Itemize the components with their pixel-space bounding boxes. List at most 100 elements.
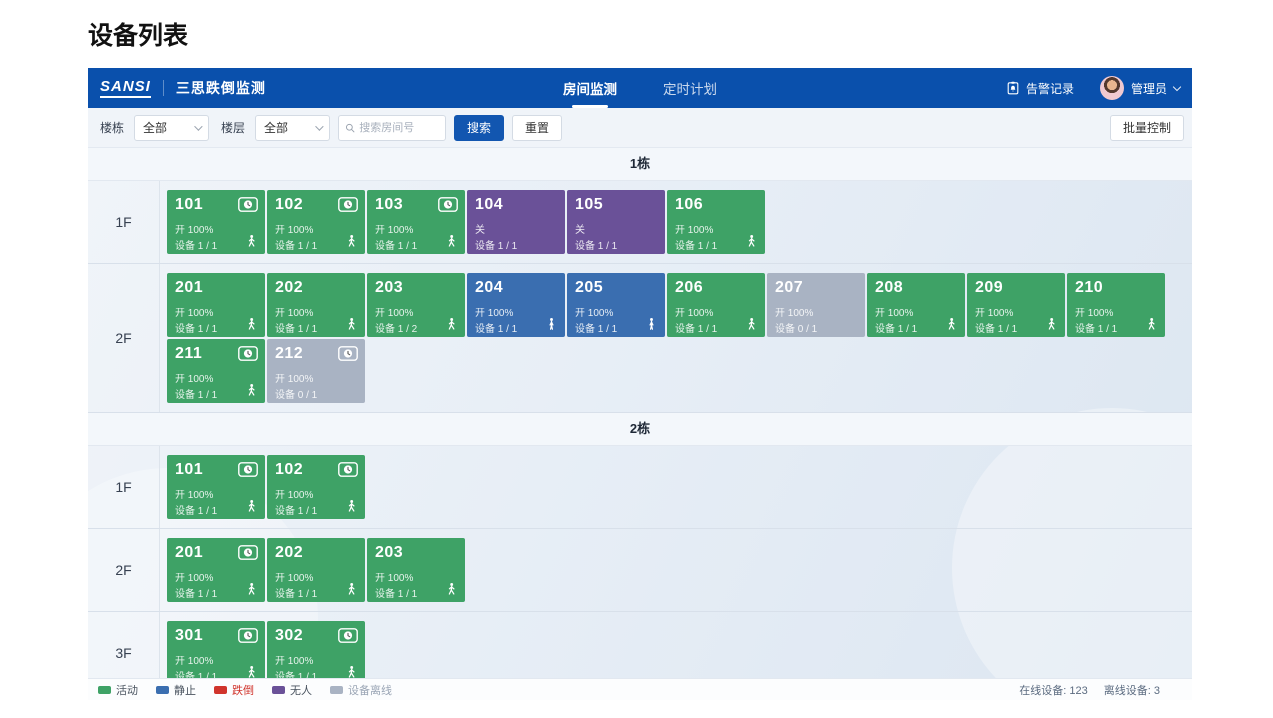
user-name: 管理员 xyxy=(1130,81,1167,96)
room-card-302[interactable]: 302 开 100% 设备 1 / 1 xyxy=(267,621,365,678)
room-card-203[interactable]: 203 开 100% 设备 1 / 2 xyxy=(367,273,465,337)
room-power-status: 开 100% xyxy=(675,308,714,319)
room-number: 103 xyxy=(375,196,404,213)
search-icon xyxy=(346,123,355,132)
room-power-status: 开 100% xyxy=(175,308,214,319)
brand: SANSI 三思跌倒监测 xyxy=(100,78,266,98)
room-card-102[interactable]: 102 开 100% 设备 1 / 1 xyxy=(267,455,365,519)
room-card-201[interactable]: 201 开 100% 设备 1 / 1 xyxy=(167,538,265,602)
timer-badge-icon xyxy=(338,197,358,212)
room-device-count: 设备 1 / 1 xyxy=(175,390,218,401)
online-devices-count: 在线设备: 123 xyxy=(1019,684,1088,697)
room-power-status: 开 100% xyxy=(375,225,414,236)
walking-person-icon xyxy=(248,384,255,396)
room-power-status: 开 100% xyxy=(275,656,314,667)
room-card-103[interactable]: 103 开 100% 设备 1 / 1 xyxy=(367,190,465,254)
legend-swatch xyxy=(98,685,111,694)
walking-person-icon xyxy=(348,318,355,330)
timer-badge-icon xyxy=(238,462,258,477)
chevron-down-icon xyxy=(1172,82,1182,91)
room-card-102[interactable]: 102 开 100% 设备 1 / 1 xyxy=(267,190,365,254)
room-card-201[interactable]: 201 开 100% 设备 1 / 1 xyxy=(167,273,265,337)
room-card-101[interactable]: 101 开 100% 设备 1 / 1 xyxy=(167,190,265,254)
walking-person-icon xyxy=(948,318,955,330)
search-input[interactable] xyxy=(359,121,440,134)
room-number: 102 xyxy=(275,461,304,478)
reset-button[interactable]: 重置 xyxy=(512,114,563,141)
timer-badge-icon xyxy=(438,197,458,212)
room-card-202[interactable]: 202 开 100% 设备 1 / 1 xyxy=(267,538,365,602)
room-card-101[interactable]: 101 开 100% 设备 1 / 1 xyxy=(167,455,265,519)
timer-badge-icon xyxy=(238,346,258,361)
status-legend: 活动 静止 跌倒 无人 设备离线 xyxy=(98,682,392,698)
floor-label: 2F xyxy=(88,529,160,611)
walking-person-icon xyxy=(1048,318,1055,330)
room-power-status: 开 100% xyxy=(375,308,414,319)
floor-filter-label: 楼层 xyxy=(221,121,246,135)
room-number: 210 xyxy=(1075,279,1104,296)
room-card-207[interactable]: 207 开 100% 设备 0 / 1 xyxy=(767,273,865,337)
room-card-205[interactable]: 205 开 100% 设备 1 / 1 xyxy=(567,273,665,337)
floor-label: 1F xyxy=(88,446,160,528)
room-device-count: 设备 1 / 1 xyxy=(475,241,518,252)
tab-schedule-plan[interactable]: 定时计划 xyxy=(663,68,717,108)
room-power-status: 开 100% xyxy=(675,225,714,236)
alarm-record-icon xyxy=(1007,81,1019,95)
room-power-status: 关 xyxy=(575,225,585,236)
room-device-count: 设备 1 / 1 xyxy=(875,324,918,335)
room-card-105[interactable]: 105 关设备 1 / 1 xyxy=(567,190,665,254)
timer-badge-icon xyxy=(238,197,258,212)
room-card-104[interactable]: 104 关设备 1 / 1 xyxy=(467,190,565,254)
batch-control-button[interactable]: 批量控制 xyxy=(1109,114,1184,141)
room-card-208[interactable]: 208 开 100% 设备 1 / 1 xyxy=(867,273,965,337)
tab-room-monitoring[interactable]: 房间监测 xyxy=(563,68,617,108)
legend-label: 活动 xyxy=(116,684,138,697)
offline-devices-count: 离线设备: 3 xyxy=(1103,684,1160,697)
room-device-count: 设备 1 / 1 xyxy=(475,324,518,335)
room-device-count: 设备 1 / 1 xyxy=(375,589,418,600)
walking-person-icon xyxy=(348,500,355,512)
room-grid: 1栋 1F 101 开 100% 设备 1 / 1 102 开 100% 设备 1 / 1 10… xyxy=(88,148,1192,678)
building-header: 1栋 xyxy=(88,148,1192,181)
room-number: 202 xyxy=(275,279,304,296)
user-menu[interactable]: 管理员 xyxy=(1099,76,1182,100)
room-card-206[interactable]: 206 开 100% 设备 1 / 1 xyxy=(667,273,765,337)
room-card-106[interactable]: 106 开 100% 设备 1 / 1 xyxy=(667,190,765,254)
timer-badge-icon xyxy=(338,462,358,477)
timer-badge-icon xyxy=(338,628,358,643)
rooms-container: 101 开 100% 设备 1 / 1 102 开 100% 设备 1 / 1 xyxy=(160,446,1192,528)
rooms-container: 201 开 100% 设备 1 / 1 202 开 100% 设备 1 / 1 203 开 1… xyxy=(160,529,1192,611)
room-device-count: 设备 1 / 1 xyxy=(275,672,318,678)
device-counts: 在线设备: 123 离线设备: 3 xyxy=(1019,682,1160,698)
room-power-status: 开 100% xyxy=(1075,308,1114,319)
room-number: 203 xyxy=(375,544,404,561)
room-card-202[interactable]: 202 开 100% 设备 1 / 1 xyxy=(267,273,365,337)
room-power-status: 开 100% xyxy=(275,490,314,501)
room-card-301[interactable]: 301 开 100% 设备 1 / 1 xyxy=(167,621,265,678)
floor-select[interactable]: 全部 xyxy=(255,114,331,141)
floor-row: 1F 101 开 100% 设备 1 / 1 102 开 100% 设备 1 / 1 xyxy=(88,446,1192,529)
room-number: 204 xyxy=(475,279,504,296)
filter-bar: 楼栋 全部 楼层 全部 搜索 重置 批量控制 xyxy=(88,108,1192,148)
room-card-211[interactable]: 211 开 100% 设备 1 / 1 xyxy=(167,339,265,403)
room-card-212[interactable]: 212 开 100% 设备 0 / 1 xyxy=(267,339,365,403)
room-device-count: 设备 1 / 1 xyxy=(675,241,718,252)
rooms-container: 201 开 100% 设备 1 / 1 202 开 100% 设备 1 / 1 203 开 1… xyxy=(160,264,1192,412)
floor-label: 1F xyxy=(88,181,160,263)
search-button[interactable]: 搜索 xyxy=(454,114,505,141)
room-power-status: 关 xyxy=(475,225,485,236)
room-number: 208 xyxy=(875,279,904,296)
walking-person-icon xyxy=(248,666,255,678)
alarm-records-button[interactable]: 告警记录 xyxy=(1006,80,1074,97)
room-number: 212 xyxy=(275,345,304,362)
room-card-203[interactable]: 203 开 100% 设备 1 / 1 xyxy=(367,538,465,602)
room-number: 101 xyxy=(175,461,204,478)
building-select[interactable]: 全部 xyxy=(134,114,210,141)
room-card-209[interactable]: 209 开 100% 设备 1 / 1 xyxy=(967,273,1065,337)
room-power-status: 开 100% xyxy=(275,308,314,319)
room-card-210[interactable]: 210 开 100% 设备 1 / 1 xyxy=(1067,273,1165,337)
room-number: 202 xyxy=(275,544,304,561)
room-card-204[interactable]: 204 开 100% 设备 1 / 1 xyxy=(467,273,565,337)
walking-person-icon xyxy=(748,235,755,247)
room-device-count: 设备 1 / 2 xyxy=(375,324,418,335)
